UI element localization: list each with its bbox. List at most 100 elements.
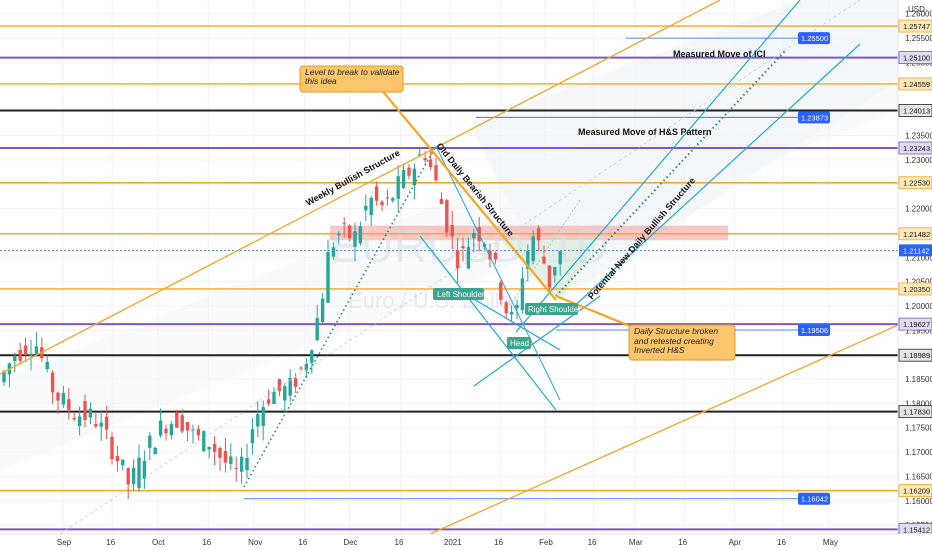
time-tick-label: Sep	[57, 538, 72, 547]
head-badge: Head	[507, 337, 531, 349]
candle-body	[153, 447, 157, 455]
level-price-text: 1.16209	[903, 487, 930, 496]
candle-body	[239, 456, 244, 472]
candle-body	[191, 429, 195, 431]
candle-body	[380, 201, 384, 206]
bullish-upper-channel	[515, 0, 801, 333]
level-price-text: 1.23243	[903, 144, 930, 153]
price-tick-label: 1.18500	[905, 375, 932, 384]
candle-body	[277, 379, 282, 391]
level-note-text: Level to break to validate this idea	[305, 68, 400, 86]
price-tick-label: 1.23500	[905, 132, 932, 141]
time-tick-label: 16	[678, 538, 687, 547]
candle-body	[391, 198, 395, 201]
level-price-text: 1.25747	[903, 22, 930, 31]
level-price-text: 1.24559	[903, 80, 930, 89]
candle-body	[520, 278, 525, 311]
price-axis[interactable]: USD 1.260001.255001.250001.245001.240001…	[798, 0, 932, 536]
price-tick-label: 1.19500	[905, 326, 932, 335]
level-price-text: 1.15412	[903, 525, 930, 534]
time-tick-label: 16	[202, 538, 211, 547]
candle-body	[50, 372, 55, 393]
measured-move-ici-label: Measured Move of ICI	[673, 49, 766, 59]
candle-body	[331, 247, 336, 257]
right-shoulder-badge: Right Shoulder	[525, 303, 581, 315]
time-tick-label: 16	[494, 538, 503, 547]
right-shoulder-label: Right Shoulder	[528, 305, 581, 314]
candle-body	[353, 231, 357, 247]
level-price-text: 1.20350	[903, 285, 930, 294]
currency-label: USD	[908, 5, 925, 14]
price-tick-label: 1.17500	[905, 424, 932, 433]
candle-body	[288, 377, 292, 396]
level-price-tag	[898, 484, 932, 497]
candle-body	[45, 361, 49, 369]
price-tick-label: 1.20000	[905, 302, 932, 311]
price-tick-label: 1.16000	[905, 497, 932, 506]
time-tick-label: 16	[588, 538, 597, 547]
weekly-upper-trendline	[0, 0, 721, 375]
candle-body	[261, 407, 265, 426]
level-note-pointer	[379, 87, 557, 301]
candle-body	[266, 399, 271, 404]
level-price-tag	[898, 77, 932, 91]
candle-body	[83, 401, 87, 420]
neckline-dashed	[509, 199, 581, 306]
measured-price-text: 1.23873	[801, 113, 828, 122]
level-price-tag	[898, 317, 932, 331]
notes: Level to break to validate this idea Dai…	[299, 65, 736, 361]
candle-body	[536, 228, 541, 241]
measured-price-badge	[798, 111, 830, 124]
weekly-channel-fill	[0, 20, 898, 470]
structure-note-box[interactable]	[628, 324, 736, 361]
level-price-tag	[898, 176, 932, 190]
candle-body	[245, 457, 249, 471]
candle-body	[29, 353, 33, 357]
candle-body	[229, 456, 233, 464]
candle-body	[207, 446, 211, 450]
candle-body	[185, 422, 190, 431]
candle-body	[515, 304, 519, 309]
candle-body	[115, 455, 120, 462]
candle-body	[509, 311, 514, 315]
level-note-box[interactable]	[299, 65, 404, 93]
candle-body	[428, 159, 433, 168]
level-price-tag	[898, 405, 932, 419]
measured-price-text: 1.25500	[801, 34, 828, 43]
candle-body	[218, 448, 222, 458]
measured-price-badge	[798, 492, 830, 505]
candle-body	[121, 459, 125, 466]
price-tick-label: 1.20500	[905, 278, 932, 287]
candle-body	[202, 431, 206, 452]
candle-body	[34, 346, 39, 354]
candle-body	[131, 468, 136, 485]
candle-body	[283, 386, 287, 401]
candle-body	[337, 234, 341, 236]
structure-note-pointer	[555, 294, 641, 332]
structure-note-text: Daily Structure broken and retested crea…	[634, 327, 719, 355]
candle-body	[234, 467, 238, 469]
candle-body	[450, 224, 454, 237]
candle-body	[223, 451, 228, 463]
time-tick-label: Mar	[629, 538, 643, 547]
candle-body	[466, 246, 471, 269]
candle-body	[347, 225, 352, 239]
price-tick-label: 1.22000	[905, 205, 932, 214]
candle-body	[412, 168, 417, 186]
candle-body	[126, 468, 130, 485]
measured-move-hs-label: Measured Move of H&S Pattern	[578, 127, 712, 137]
price-tick-label: 1.17000	[905, 448, 932, 457]
weekly-lower-trendline	[429, 324, 899, 535]
level-price-text: 1.21482	[903, 230, 930, 239]
candle-body	[56, 392, 60, 401]
level-price-tag	[898, 51, 932, 64]
candle-body	[293, 378, 298, 387]
candle-body	[164, 428, 168, 434]
time-axis[interactable]: Sep 16 Oct 16 Nov 16 Dec 16 2021 16 Feb 16 Mar 16 Apr 1…	[0, 533, 932, 550]
left-shoulder-label: Left Shoulder	[437, 290, 485, 299]
time-tick-label: 16	[106, 538, 115, 547]
candle-body	[407, 167, 411, 176]
candle-body	[488, 250, 492, 260]
